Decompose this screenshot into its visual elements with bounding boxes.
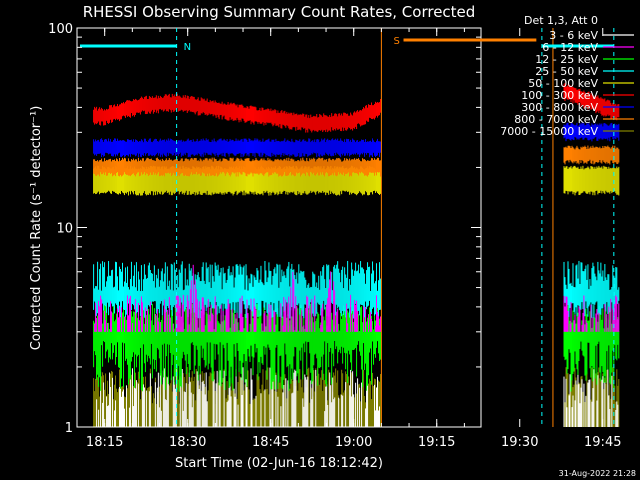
legend-label: 800 - 7000 keV xyxy=(514,113,598,126)
x-tick-label: 19:00 xyxy=(335,435,372,450)
series-3-6-keV xyxy=(96,367,619,427)
x-tick-label: 18:30 xyxy=(169,435,206,450)
footer-date: 31-Aug-2022 21:28 xyxy=(559,469,636,478)
legend-label: 25 - 50 keV xyxy=(535,65,598,78)
series-6-12-keV xyxy=(94,264,620,332)
y-axis-label: Corrected Count Rate (s⁻¹ detector⁻¹) xyxy=(29,106,44,351)
legend-label: 300 - 800 keV xyxy=(521,101,598,114)
flag-label-S: S xyxy=(394,36,400,47)
legend-label: 6 - 12 keV xyxy=(542,41,598,54)
y-tick-label: 100 xyxy=(48,22,73,37)
series-300-800-keV xyxy=(93,122,620,158)
legend-label: 7000 - 15000 keV xyxy=(500,125,598,138)
chart-title: RHESSI Observing Summary Count Rates, Co… xyxy=(83,3,476,21)
series-100-300-keV xyxy=(93,82,620,133)
flag-label-N: N xyxy=(184,42,191,53)
series-800-7000-keV xyxy=(93,145,620,177)
y-tick-label: 1 xyxy=(65,421,73,436)
x-ticks: 18:15 18:30 18:45 19:00 19:15 19:30 19:45 xyxy=(86,28,621,450)
x-axis-label: Start Time (02-Jun-16 18:12:42) xyxy=(175,456,383,471)
x-tick-label: 19:45 xyxy=(584,435,621,450)
legend-header: Det 1,3, Att 0 xyxy=(524,14,598,27)
x-tick-label: 19:15 xyxy=(418,435,455,450)
y-tick-label: 10 xyxy=(56,222,73,237)
plot-data-layer xyxy=(93,82,620,427)
x-tick-label: 19:30 xyxy=(501,435,538,450)
x-tick-label: 18:15 xyxy=(86,435,123,450)
y-ticks: 1 10 100 xyxy=(48,22,481,436)
legend-label: 3 - 6 keV xyxy=(549,29,598,42)
legend-label: 100 - 300 keV xyxy=(521,89,598,102)
x-tick-label: 18:45 xyxy=(252,435,289,450)
legend-label: 12 - 25 keV xyxy=(535,53,598,66)
legend-label: 50 - 100 keV xyxy=(528,77,598,90)
